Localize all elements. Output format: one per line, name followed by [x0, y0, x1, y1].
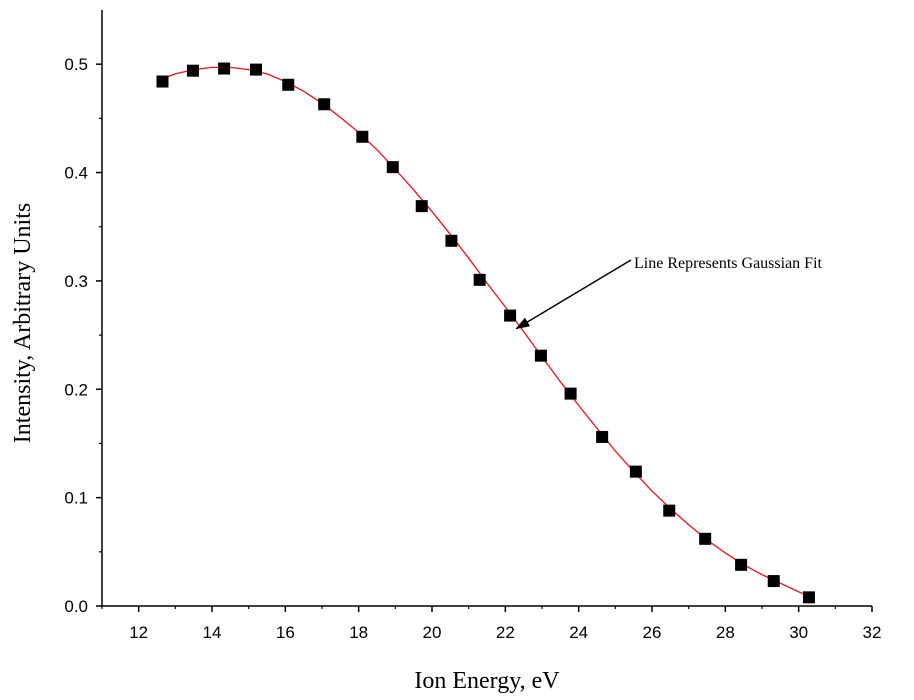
annotation-arrow [515, 259, 632, 330]
y-tick-label: 0.5 [64, 55, 88, 74]
data-point [564, 387, 577, 400]
x-tick-label: 20 [423, 623, 442, 642]
data-point [767, 575, 780, 588]
data-point [186, 64, 199, 77]
x-tick-label: 26 [643, 623, 662, 642]
x-ticks: 12 14 16 18 20 22 24 26 28 30 32 [101, 606, 882, 642]
data-point [596, 430, 609, 443]
x-tick-label: 28 [716, 623, 735, 642]
data-point [415, 200, 428, 213]
data-point [663, 504, 676, 517]
y-tick-label: 0.3 [64, 272, 88, 291]
data-point [156, 75, 169, 88]
data-point [218, 62, 231, 75]
x-tick-label: 30 [789, 623, 808, 642]
x-tick-label: 12 [129, 623, 148, 642]
data-point [735, 558, 748, 571]
x-tick-label: 14 [203, 623, 222, 642]
x-tick-label: 18 [349, 623, 368, 642]
fit-layer [160, 66, 810, 597]
y-axis-title: Intensity, Arbitrary Units [10, 203, 36, 443]
y-tick-label: 0.4 [64, 164, 88, 183]
x-tick-label: 16 [276, 623, 295, 642]
x-tick-label: 22 [496, 623, 515, 642]
data-point [534, 349, 547, 362]
x-tick-label: 24 [569, 623, 588, 642]
y-tick-label: 0.2 [64, 380, 88, 399]
y-tick-label: 0.0 [64, 597, 88, 616]
annotation: Line Represents Gaussian Fit [515, 255, 823, 330]
y-ticks: 0.0 0.1 0.2 0.3 0.4 0.5 [64, 55, 102, 616]
data-point [699, 532, 712, 545]
axes: 12 14 16 18 20 22 24 26 28 30 32 0.00.10.20.30.40.… [64, 10, 881, 642]
marker-layer [156, 62, 815, 604]
data-point [473, 273, 486, 286]
data-point [386, 161, 399, 174]
y-tick-label: 0.1 [64, 489, 88, 508]
data-point [504, 309, 517, 322]
data-point [282, 78, 295, 91]
x-axis-title: Ion Energy, eV [414, 668, 560, 694]
x-tick-label: 32 [863, 623, 882, 642]
gaussian-fit-line [160, 66, 810, 597]
data-point [629, 465, 642, 478]
data-point [356, 130, 369, 143]
data-point [250, 63, 262, 76]
data-point [802, 591, 815, 604]
annotation-text: Line Represents Gaussian Fit [634, 255, 823, 272]
data-point [445, 234, 458, 247]
data-point [318, 98, 331, 111]
